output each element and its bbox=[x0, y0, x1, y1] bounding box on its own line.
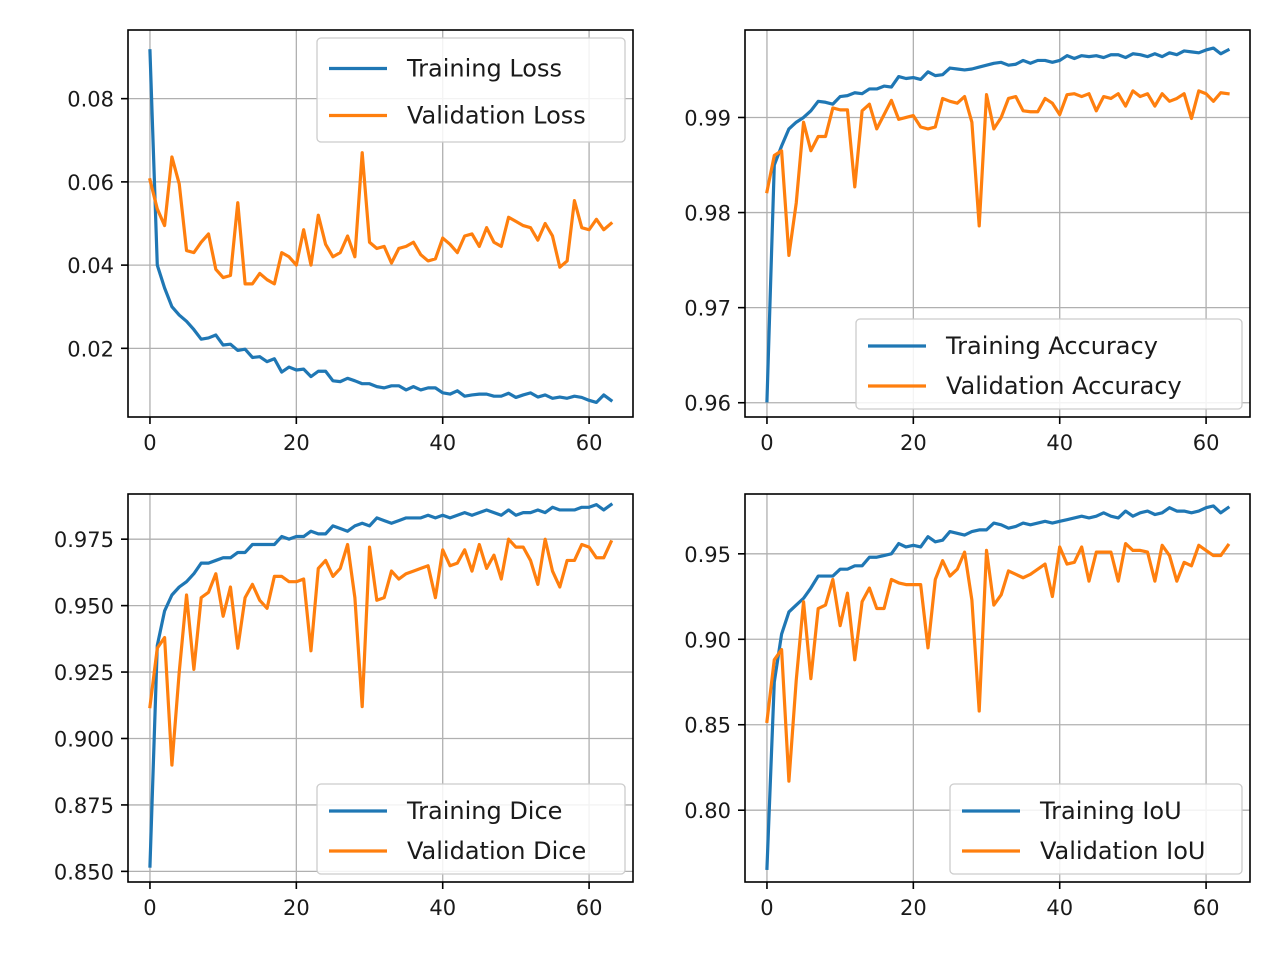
x-tick-label: 20 bbox=[900, 431, 927, 455]
legend-iou: Training IoU Validation IoU bbox=[949, 783, 1243, 875]
series-line-iou-training bbox=[765, 504, 1231, 870]
legend-dice: Training Dice Validation Dice bbox=[316, 783, 626, 875]
x-tick-label: 20 bbox=[900, 896, 927, 920]
y-tick-label: 0.975 bbox=[54, 528, 114, 552]
y-tick-label: 0.85 bbox=[684, 714, 731, 738]
x-tick-label: 0 bbox=[760, 431, 773, 455]
legend-box bbox=[855, 318, 1243, 410]
y-tick-label: 0.875 bbox=[54, 794, 114, 818]
y-tick-label: 0.925 bbox=[54, 661, 114, 685]
x-tick-label: 60 bbox=[1193, 431, 1220, 455]
x-tick-label: 40 bbox=[429, 896, 456, 920]
series-line-dice-training bbox=[148, 502, 614, 868]
legend-box bbox=[316, 37, 626, 143]
y-tick-label: 0.97 bbox=[684, 297, 731, 321]
y-tick-label: 0.02 bbox=[67, 337, 114, 361]
y-tick-label: 0.95 bbox=[684, 543, 731, 567]
series-line-loss-validation bbox=[148, 151, 614, 286]
series-group bbox=[148, 502, 614, 868]
y-tick-label: 0.950 bbox=[54, 595, 114, 619]
y-tick-label: 0.99 bbox=[684, 106, 731, 130]
y-tick-label: 0.96 bbox=[684, 392, 731, 416]
series-line-iou-validation bbox=[765, 541, 1231, 783]
legend-label: Validation Accuracy bbox=[946, 372, 1182, 400]
axes-frame bbox=[127, 29, 634, 418]
y-tick-label: 0.06 bbox=[67, 171, 114, 195]
legend-label: Training Dice bbox=[406, 797, 562, 825]
x-tick-label: 20 bbox=[283, 896, 310, 920]
series-line-accuracy-validation bbox=[765, 89, 1230, 257]
axes-frame bbox=[127, 493, 634, 883]
series-group bbox=[765, 46, 1231, 403]
chart-panel-iou: 0 20 40 60 0.80 0.85 0.90 0.95 Training IoU Valid… bbox=[684, 493, 1251, 920]
x-tick-label: 20 bbox=[283, 431, 310, 455]
x-tick-label: 40 bbox=[1046, 896, 1073, 920]
legend-loss: Training Loss Validation Loss bbox=[316, 37, 626, 143]
x-tick-label: 60 bbox=[576, 896, 603, 920]
x-tick-label: 40 bbox=[429, 431, 456, 455]
y-tick-label: 0.850 bbox=[54, 860, 114, 884]
y-tick-label: 0.90 bbox=[684, 628, 731, 652]
legend-accuracy: Training Accuracy Validation Accuracy bbox=[855, 318, 1243, 410]
y-tick-label: 0.04 bbox=[67, 254, 114, 278]
series-group bbox=[765, 504, 1231, 870]
x-tick-label: 0 bbox=[143, 896, 156, 920]
y-tick-label: 0.900 bbox=[54, 727, 114, 751]
chart-panel-accuracy: 0 20 40 60 0.96 0.97 0.98 0.99 Training Accuracy… bbox=[684, 29, 1251, 455]
legend-label: Training Loss bbox=[406, 55, 562, 83]
x-tick-label: 0 bbox=[760, 896, 773, 920]
axes-frame bbox=[744, 29, 1251, 418]
series-line-dice-validation bbox=[148, 537, 614, 767]
legend-box bbox=[949, 783, 1243, 875]
x-tick-label: 60 bbox=[1193, 896, 1220, 920]
legend-label: Training Accuracy bbox=[945, 332, 1158, 360]
series-group bbox=[148, 49, 614, 405]
y-tick-label: 0.80 bbox=[684, 799, 731, 823]
legend-label: Training IoU bbox=[1039, 797, 1182, 825]
x-tick-label: 0 bbox=[143, 431, 156, 455]
chart-panel-dice: 0 20 40 60 0.850 0.875 0.900 0.925 0.950 0.975 Tra… bbox=[54, 493, 634, 920]
legend-label: Validation IoU bbox=[1040, 837, 1205, 865]
y-tick-label: 0.08 bbox=[67, 88, 114, 112]
legend-label: Validation Dice bbox=[407, 837, 586, 865]
x-tick-label: 40 bbox=[1046, 431, 1073, 455]
series-line-accuracy-training bbox=[765, 46, 1231, 403]
legend-box bbox=[316, 783, 626, 875]
series-line-loss-training bbox=[148, 49, 614, 405]
legend-label: Validation Loss bbox=[407, 102, 586, 130]
axes-frame bbox=[744, 493, 1251, 883]
y-tick-label: 0.98 bbox=[684, 202, 731, 226]
chart-panel-loss: 0 20 40 60 0.02 0.04 0.06 0.08 Training Loss Vali… bbox=[67, 29, 634, 455]
x-tick-label: 60 bbox=[576, 431, 603, 455]
